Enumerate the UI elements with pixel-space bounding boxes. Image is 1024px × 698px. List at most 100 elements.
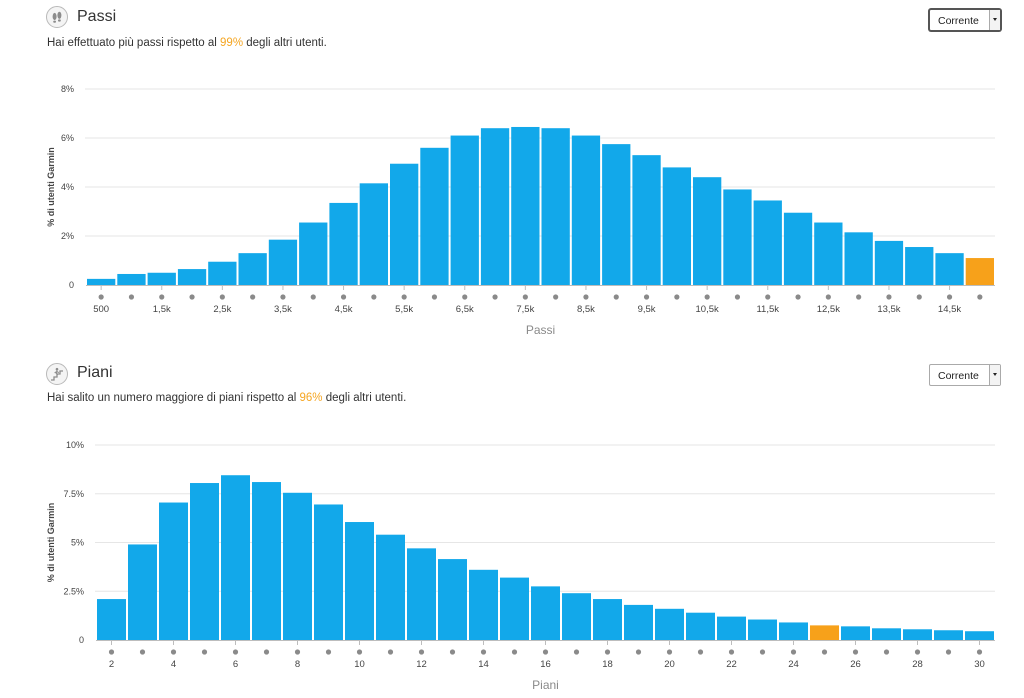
chevron-down-icon[interactable] <box>989 10 1000 30</box>
bar <box>376 534 405 640</box>
bar <box>562 593 591 640</box>
chevron-down-icon[interactable] <box>989 365 1000 385</box>
bar <box>872 628 901 640</box>
x-tick-dot <box>946 294 953 300</box>
x-tick-label: 2 <box>109 659 114 670</box>
bar <box>87 278 116 285</box>
subtitle-text: degli altri utenti. <box>243 37 327 49</box>
x-tick-dot <box>542 649 549 655</box>
section-subtitle: Hai salito un numero maggiore di piani r… <box>47 392 406 404</box>
highlighted-bar <box>965 258 994 285</box>
x-tick-label: 30 <box>974 659 985 670</box>
x-tick-dot <box>728 649 735 655</box>
bar <box>208 261 237 285</box>
x-tick-label: 12,5k <box>817 304 840 315</box>
bar <box>935 253 964 285</box>
bar <box>268 239 298 285</box>
bar <box>117 273 146 285</box>
x-tick-label: 18 <box>602 659 613 670</box>
x-tick-dot <box>759 649 766 655</box>
bar <box>693 177 722 285</box>
bar <box>905 247 934 285</box>
x-tick-dot <box>449 649 456 655</box>
bar <box>299 222 328 285</box>
y-axis-label: % di utenti Garmin <box>46 147 56 227</box>
bar <box>841 626 870 640</box>
x-tick-dot <box>856 294 862 300</box>
x-tick-label: 2,5k <box>213 304 231 315</box>
x-tick-dot <box>734 294 741 300</box>
x-tick-dot <box>511 649 518 655</box>
x-tick-dot <box>263 649 270 655</box>
bar <box>438 559 467 640</box>
bar <box>602 144 631 285</box>
bar <box>814 222 843 285</box>
x-tick-dot <box>189 294 195 300</box>
section-title: Piani <box>77 364 113 381</box>
x-tick-label: 24 <box>788 659 799 670</box>
x-tick-dot <box>613 294 619 300</box>
stairs-climber-icon <box>46 363 68 385</box>
bar <box>420 147 449 285</box>
x-tick-dot <box>635 649 642 655</box>
x-tick-label: 4,5k <box>335 304 353 315</box>
bar <box>748 619 777 640</box>
y-tick-label: 5% <box>71 538 84 548</box>
period-select[interactable]: Corrente <box>929 364 1001 386</box>
x-tick-dot <box>371 294 377 300</box>
bar <box>723 189 752 285</box>
bar <box>329 202 358 285</box>
x-tick-label: 8 <box>295 659 300 670</box>
x-tick-dot <box>674 294 680 300</box>
x-tick-dot <box>790 649 797 655</box>
x-tick-dot <box>821 649 828 655</box>
x-tick-dot <box>573 649 580 655</box>
x-tick-label: 14 <box>478 659 489 670</box>
x-tick-dot <box>340 294 347 300</box>
x-tick-dot <box>852 649 859 655</box>
percentile-value: 99% <box>220 37 244 49</box>
bar <box>655 608 684 640</box>
bar <box>252 482 281 640</box>
percentile-value: 96% <box>299 392 323 404</box>
period-select[interactable]: Corrente <box>929 9 1001 31</box>
x-tick-label: 11,5k <box>756 304 779 315</box>
x-tick-label: 6,5k <box>456 304 474 315</box>
x-tick-label: 9,5k <box>638 304 656 315</box>
x-tick-dot <box>108 649 115 655</box>
bar <box>903 629 932 640</box>
x-axis-label: Passi <box>526 323 555 337</box>
bar <box>874 240 904 285</box>
x-tick-dot <box>294 649 301 655</box>
y-axis-label: % di utenti Garmin <box>46 503 56 583</box>
bar <box>511 126 540 285</box>
x-tick-label: 16 <box>540 659 551 670</box>
bar <box>407 548 436 640</box>
x-tick-dot <box>886 294 892 300</box>
bar <box>128 544 157 640</box>
x-tick-label: 4 <box>171 659 176 670</box>
bar <box>965 631 994 640</box>
bar <box>480 128 510 285</box>
bar <box>283 492 312 640</box>
x-tick-dot <box>883 649 890 655</box>
highlighted-bar <box>810 625 839 640</box>
bar <box>593 599 622 640</box>
x-tick-dot <box>795 294 801 300</box>
x-tick-dot <box>604 649 611 655</box>
subtitle-text: Hai salito un numero maggiore di piani r… <box>47 392 300 404</box>
bar <box>662 167 691 285</box>
x-tick-dot <box>139 649 146 655</box>
x-tick-dot <box>480 649 487 655</box>
x-tick-label: 20 <box>664 659 675 670</box>
x-tick-label: 10 <box>354 659 365 670</box>
x-tick-dot <box>916 294 922 300</box>
y-tick-label: 2% <box>61 231 74 241</box>
x-tick-dot <box>356 649 363 655</box>
x-tick-dot <box>697 649 704 655</box>
x-tick-dot <box>325 649 332 655</box>
x-tick-dot <box>462 294 468 300</box>
bar <box>686 612 715 640</box>
period-select-value: Corrente <box>938 370 979 382</box>
bar <box>345 522 374 640</box>
